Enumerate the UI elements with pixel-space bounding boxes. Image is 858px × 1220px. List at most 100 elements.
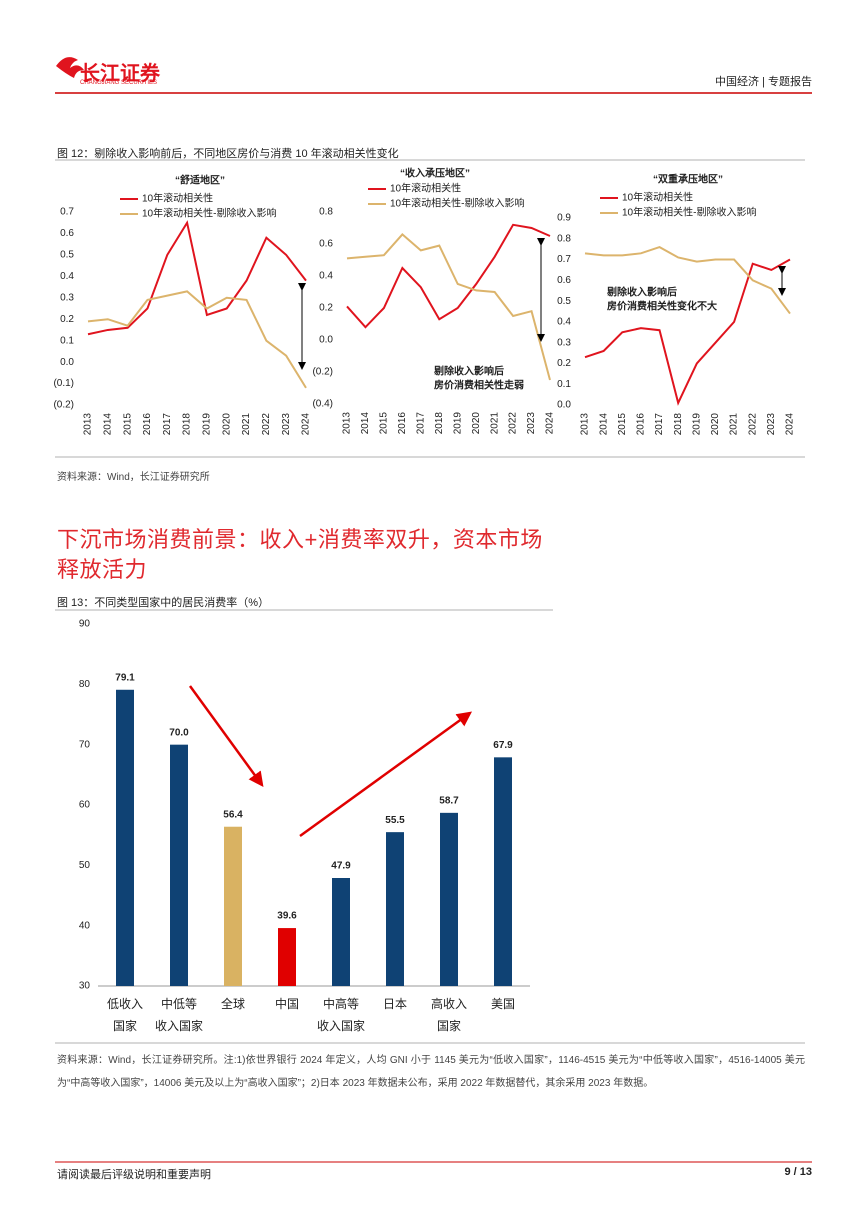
x-tick-label: 2020 <box>221 413 232 436</box>
trend-arrow <box>299 711 473 838</box>
x-tick-label: 2021 <box>729 413 740 436</box>
bar <box>278 928 296 986</box>
annotation: 剔除收入影响后 <box>433 365 504 378</box>
series-line <box>87 290 307 389</box>
logo-text: 长江证券 <box>80 63 160 85</box>
y-tick-label: 0.5 <box>60 250 74 261</box>
annotation: 剔除收入影响后 <box>606 286 677 299</box>
x-tick-label: 2022 <box>747 413 758 436</box>
y-tick-label: 0.4 <box>319 271 333 282</box>
x-tick-label: 2013 <box>342 412 353 435</box>
source: 资料来源：Wind，长江证券研究所 <box>57 472 210 483</box>
value-label: 47.9 <box>331 861 351 872</box>
legend-label: 10年滚动相关性 <box>390 182 461 195</box>
y-tick-label: (0.2) <box>53 400 74 411</box>
y-tick-label: 40 <box>79 920 91 931</box>
x-tick-label: 2014 <box>360 412 371 435</box>
y-tick-label: (0.4) <box>312 399 333 410</box>
section-heading: 下沉市场消费前景：收入+消费率双升，资本市场释放活力 <box>57 527 543 582</box>
x-tick-label: 2015 <box>617 413 628 436</box>
y-tick-label: 0.8 <box>557 233 571 244</box>
legend-label: 10年滚动相关性 <box>142 192 213 205</box>
x-tick-label: 2024 <box>785 413 796 436</box>
value-label: 58.7 <box>439 795 459 806</box>
x-tick-label: 2016 <box>636 413 647 436</box>
x-tick-label: 2018 <box>182 413 193 436</box>
value-label: 67.9 <box>493 740 513 751</box>
x-tick-label: 2023 <box>766 413 777 436</box>
legend-label: 10年滚动相关性-剔除收入影响 <box>142 207 276 220</box>
x-tick-label: 2024 <box>545 412 556 435</box>
y-tick-label: 0.0 <box>319 335 333 346</box>
x-tick-label: 2013 <box>580 413 591 436</box>
bar <box>494 757 512 986</box>
x-tick-label: 2018 <box>673 413 684 436</box>
x-tick-label: 2014 <box>102 413 113 436</box>
y-tick-label: 0.7 <box>60 207 74 218</box>
y-tick-label: 0.4 <box>60 271 74 282</box>
chart-title: “双重承压地区” <box>653 173 723 186</box>
y-tick-label: 70 <box>79 739 91 750</box>
y-tick-label: 50 <box>79 860 91 871</box>
y-tick-label: 0.5 <box>557 296 571 307</box>
x-tick-label: 2017 <box>654 413 665 436</box>
disclaimer: 请阅读最后评级说明和重要声明 <box>57 1169 211 1181</box>
page-number: 9 / 13 <box>784 1166 812 1178</box>
bar <box>332 878 350 986</box>
y-tick-label: 0.0 <box>557 400 571 411</box>
series-line <box>87 220 307 336</box>
report-type: 专题报告 <box>768 76 812 88</box>
y-tick-label: 0.6 <box>557 275 571 286</box>
caption: 图 12：剔除收入影响前后，不同地区房价与消费 10 年滚动相关性变化 <box>57 148 399 160</box>
x-tick-label: 2015 <box>122 413 133 436</box>
x-tick-label: 2022 <box>508 412 519 435</box>
x-tick-label: 2015 <box>379 412 390 435</box>
value-label: 55.5 <box>385 815 405 826</box>
bar <box>170 744 188 986</box>
value-label: 56.4 <box>223 809 243 820</box>
x-tick-label: 2013 <box>83 413 94 436</box>
annotation: 房价消费相关性变化不大 <box>607 300 717 313</box>
value-label: 39.6 <box>277 911 297 922</box>
caption: 图 13：不同类型国家中的居民消费率（%） <box>57 597 270 609</box>
x-tick-label: 中低等 收入国家 <box>154 997 203 1033</box>
x-tick-label: 美国 <box>490 997 515 1011</box>
x-tick-label: 全球 <box>220 997 245 1011</box>
bar <box>386 832 404 986</box>
y-tick-label: 0.9 <box>557 213 571 224</box>
x-tick-label: 2019 <box>202 413 213 436</box>
logo-en: CHANGJIANG SECURITIES <box>80 80 158 86</box>
y-tick-label: 0.3 <box>557 337 571 348</box>
y-tick-label: 0.6 <box>319 239 333 250</box>
legend-label: 10年滚动相关性-剔除收入影响 <box>390 197 524 210</box>
y-tick-label: 0.2 <box>557 358 571 369</box>
x-tick-label: 2022 <box>261 413 272 436</box>
value-label: 70.0 <box>169 727 189 738</box>
x-tick-label: 2014 <box>598 413 609 436</box>
chart-title: “收入承压地区” <box>400 167 470 180</box>
x-tick-label: 日本 <box>382 997 407 1011</box>
x-tick-label: 2024 <box>301 413 312 436</box>
x-tick-label: 2017 <box>415 412 426 435</box>
y-tick-label: 30 <box>79 981 91 992</box>
legend-label: 10年滚动相关性-剔除收入影响 <box>622 206 756 219</box>
legend-label: 10年滚动相关性 <box>622 191 693 204</box>
logo-icon <box>56 57 84 78</box>
x-tick-label: 高收入 国家 <box>430 997 467 1033</box>
chart-title: “舒适地区” <box>175 174 225 187</box>
y-tick-label: (0.2) <box>312 367 333 378</box>
y-tick-label: 0.6 <box>60 228 74 239</box>
y-tick-label: 0.2 <box>60 314 74 325</box>
section: 中国经济 <box>715 76 760 88</box>
y-tick-label: 0.0 <box>60 357 74 368</box>
y-tick-label: 0.8 <box>319 207 333 218</box>
value-label: 79.1 <box>115 672 135 683</box>
y-tick-label: 0.3 <box>60 292 74 303</box>
y-tick-label: 0.2 <box>319 303 333 314</box>
y-tick-label: 60 <box>79 800 91 811</box>
y-tick-label: 80 <box>79 679 91 690</box>
x-tick-label: 2021 <box>241 413 252 436</box>
bar <box>224 826 242 986</box>
